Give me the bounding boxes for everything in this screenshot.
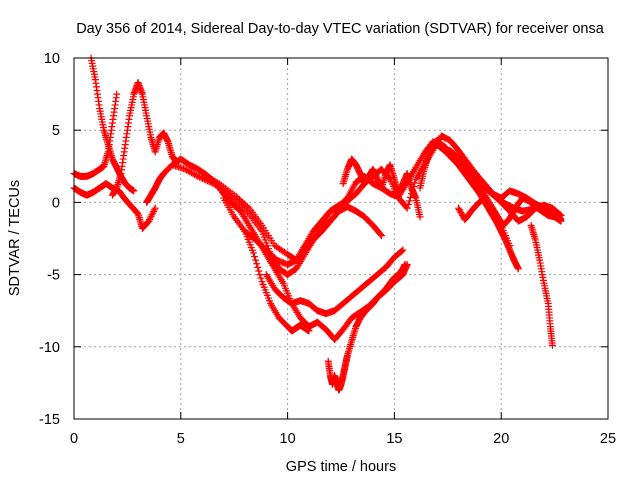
data-point-marker [305, 327, 313, 335]
data-point-marker [377, 230, 385, 238]
series-track-16 [454, 194, 565, 230]
data-point-marker [557, 217, 565, 225]
series-track-17 [527, 222, 556, 349]
series-track-10 [262, 246, 407, 318]
data-point-marker [244, 203, 252, 211]
data-point-marker [192, 172, 200, 180]
series-track-11 [324, 260, 409, 394]
series-track-9 [241, 227, 313, 335]
x-tick-label: 20 [493, 431, 509, 447]
y-axis-label: SDTVAR / TECUs [7, 180, 23, 296]
y-tick-label: 0 [52, 195, 60, 211]
series-track-12 [339, 155, 424, 221]
data-point-marker [146, 216, 154, 224]
plot-border [73, 57, 609, 420]
x-tick-label: 15 [386, 431, 402, 447]
x-axis-label: GPS time / hours [286, 459, 396, 475]
x-tick-label: 25 [600, 431, 616, 447]
data-point-marker [404, 201, 412, 209]
data-point-marker [405, 197, 413, 205]
data-point-marker [403, 204, 411, 212]
data-point-marker [548, 341, 556, 349]
data-point-marker [148, 211, 156, 219]
series-track-1 [70, 180, 159, 232]
data-point-marker [257, 274, 265, 282]
data-point-marker [398, 247, 406, 255]
data-point-marker [399, 246, 407, 254]
series-track-4 [108, 79, 181, 199]
data-point-marker [401, 260, 409, 268]
data-point-marker [255, 267, 263, 275]
x-tick-label: 10 [280, 431, 296, 447]
data-point-marker [147, 212, 155, 220]
y-tick-label: -5 [47, 268, 60, 284]
data-point-marker [194, 172, 202, 180]
y-tick-label: -15 [39, 412, 60, 428]
y-tick-label: -10 [39, 340, 60, 356]
data-point-marker [514, 265, 522, 273]
x-tick-label: 5 [177, 431, 185, 447]
data-point-marker [150, 207, 158, 215]
x-tick-label: 0 [70, 431, 78, 447]
data-point-marker [254, 263, 262, 271]
data-point-marker [416, 213, 424, 221]
data-point-marker [256, 271, 264, 279]
data-point-marker [149, 209, 157, 217]
series-track-2 [70, 90, 121, 180]
data-point-marker [150, 206, 158, 214]
data-point-marker [252, 256, 260, 264]
data-point-marker [145, 217, 153, 225]
data-point-marker [378, 232, 386, 240]
axis-ticks: 0 5 10 15 20 25 -15 -10 -5 0 5 10 [39, 51, 616, 447]
chart-title: Day 356 of 2014, Sidereal Day-to-day VTE… [76, 21, 605, 37]
data-point-marker [130, 187, 138, 195]
data-point-marker [197, 174, 205, 182]
data-point-marker [249, 249, 257, 257]
data-point-marker [250, 253, 258, 261]
y-tick-label: 5 [52, 123, 60, 139]
data-point-marker [113, 90, 121, 98]
data-point-marker [146, 214, 154, 222]
data-point-marker [253, 260, 261, 268]
data-point-marker [151, 204, 159, 212]
data-points [70, 54, 565, 394]
y-tick-label: 10 [44, 51, 60, 67]
data-point-marker [195, 173, 203, 181]
